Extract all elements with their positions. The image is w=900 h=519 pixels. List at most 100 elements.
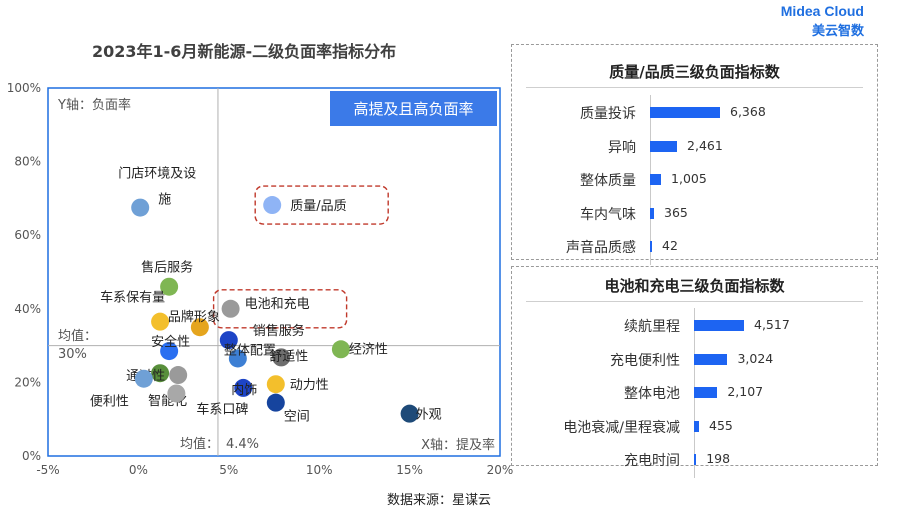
bar <box>694 320 744 331</box>
scatter-point-label: 安全性 <box>151 334 190 350</box>
bar-value-label: 6,368 <box>730 104 766 119</box>
scatter-point <box>219 331 238 350</box>
bar-label-box: 整体电池 <box>512 377 680 407</box>
scatter-point <box>151 364 170 383</box>
battery-bar-panel: 电池和充电三级负面指标数 续航里程 4,517 充电便利性 3,024 整体电池 2,10… <box>511 266 878 478</box>
scatter-point-label: 动力性 <box>290 378 329 393</box>
bar-row: 充电便利性 3,024 <box>512 344 877 374</box>
bar-row: 车内气味 365 <box>512 198 877 228</box>
scatter-point-label: 品牌形象 <box>168 309 220 325</box>
scatter-point <box>272 348 291 367</box>
bar-value-label: 455 <box>709 417 733 433</box>
x-mean-label-prefix: 均值： <box>180 436 219 452</box>
chart-title: 2023年1-6月新能源-二级负面率指标分布 <box>92 42 397 61</box>
y-mean-label-value: 30% <box>58 347 87 362</box>
bar <box>650 174 662 185</box>
scatter-point-label: 外观 <box>416 408 442 423</box>
y-tick-label: 40% <box>14 302 41 316</box>
x-axis-label: X轴：提及率 <box>421 437 495 453</box>
data-source: 数据来源：星谋云 <box>387 493 492 508</box>
bar-row: 整体质量 1,005 <box>512 164 877 194</box>
bar-label-box: 异响 <box>512 131 636 161</box>
x-tick-label: 10% <box>306 463 333 477</box>
scatter-point-label: 整体配置 <box>224 343 276 358</box>
scatter-point <box>331 340 350 359</box>
scatter-point-label: 舒适性 <box>269 349 308 364</box>
bar <box>694 387 718 398</box>
bar-label-box: 电池衰减/里程衰减 <box>512 411 680 441</box>
bar-category-label: 异响 <box>608 139 636 156</box>
scatter-point <box>190 318 209 337</box>
x-tick-label: 0% <box>129 463 148 477</box>
bar-label-box: 质量投诉 <box>512 97 636 127</box>
y-tick-label: 60% <box>14 228 41 242</box>
scatter-point-label: 电池和充电 <box>245 296 310 312</box>
bar-category-label: 整体质量 <box>580 173 636 189</box>
x-tick-label: -5% <box>36 463 59 477</box>
bar-row: 异响 2,461 <box>512 131 877 161</box>
brand-name-en: Midea Cloud <box>780 3 864 19</box>
bar-row: 充电时间 198 <box>512 444 877 474</box>
bar-value-label: 1,005 <box>671 171 707 186</box>
bar-label-box: 车内气味 <box>512 198 636 228</box>
scatter-point <box>151 312 170 331</box>
bar-label-box: 充电时间 <box>512 444 680 474</box>
quality-bar-separator <box>526 87 863 88</box>
y-tick-label: 20% <box>14 375 41 389</box>
scatter-point <box>169 366 188 385</box>
bar-value-label: 365 <box>664 204 688 220</box>
bar-row: 整体电池 2,107 <box>512 377 877 407</box>
scatter-point <box>228 349 247 368</box>
scatter-point <box>234 378 253 397</box>
bar-value-label: 4,517 <box>754 317 790 332</box>
x-mean-label-value: 4.4% <box>226 437 259 452</box>
bar <box>694 420 700 432</box>
scatter-point-label: 售后服务 <box>141 260 193 276</box>
quadrant-label-box <box>330 91 497 126</box>
y-tick-label: 100% <box>7 81 41 95</box>
x-tick-label: 15% <box>396 463 423 477</box>
scatter-point-label-line: 施 <box>158 193 171 208</box>
bar <box>650 207 654 219</box>
scatter-point <box>221 299 240 318</box>
bar <box>694 353 728 365</box>
bar-label-box: 整体质量 <box>512 164 636 194</box>
scatter-point-label: 销售服务 <box>253 323 305 339</box>
brand-name-cn: 美云智数 <box>811 24 864 39</box>
bar <box>694 454 697 465</box>
bar-row: 电池衰减/里程衰减 455 <box>512 411 877 441</box>
bar-category-label: 整体电池 <box>624 386 680 402</box>
bar <box>650 107 720 118</box>
bar-label-box: 声音品质感 <box>512 231 636 261</box>
scatter-point-label: 车系保有量 <box>100 290 165 306</box>
scatter-point <box>134 369 153 388</box>
scatter-point-label: 质量/品质 <box>290 199 346 214</box>
quality-bar-title: 质量/品质三级负面指标数 <box>609 63 780 81</box>
bar-category-label: 充电便利性 <box>610 352 680 369</box>
bar-row: 声音品质感 42 <box>512 231 877 261</box>
scatter-point <box>160 342 179 361</box>
bar-category-label: 车内气味 <box>580 206 636 223</box>
bar-value-label: 2,107 <box>727 384 764 399</box>
x-tick-label: 20% <box>487 463 514 477</box>
scatter-point-label-line: 门店环境及设 <box>118 167 196 182</box>
bar-category-label: 质量投诉 <box>580 106 636 122</box>
bar-value-label: 3,024 <box>737 350 774 366</box>
highlight-box <box>254 185 389 225</box>
scatter-point <box>160 277 179 296</box>
bar <box>650 241 652 252</box>
scatter-point <box>263 196 282 215</box>
bar-label-box: 充电便利性 <box>512 344 680 374</box>
scatter-point <box>167 384 186 403</box>
bar <box>650 140 678 152</box>
brand-logo: Midea Cloud 美云智数 <box>781 3 864 39</box>
bar-row: 质量投诉 6,368 <box>512 97 877 127</box>
bar-label-box: 续航里程 <box>512 310 680 340</box>
bar-value-label: 2,461 <box>687 137 723 153</box>
scatter-point <box>131 198 150 217</box>
bar-value-label: 198 <box>706 451 731 466</box>
battery-bar-title: 电池和充电三级负面指标数 <box>604 277 785 295</box>
bar-category-label: 充电时间 <box>624 453 680 469</box>
quality-bar-panel: 质量/品质三级负面指标数 质量投诉 6,368 异响 2,461 整体质量 1,005 车内… <box>511 44 878 265</box>
